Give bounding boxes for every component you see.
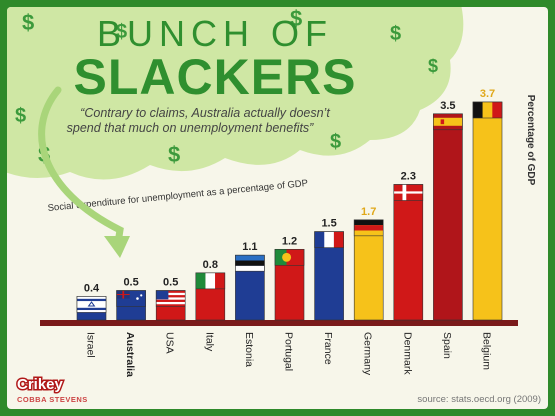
speech-cloud (7, 7, 464, 180)
germany-flag-icon (353, 219, 384, 237)
value-label: 0.8 (203, 259, 218, 271)
category-label: Portugal (283, 332, 295, 371)
pointer-arrow (38, 86, 124, 247)
dollar-sign: $ (15, 105, 26, 127)
denmark-flag-icon (393, 184, 424, 201)
bar-spain (433, 113, 463, 321)
value-label: 1.5 (321, 218, 336, 230)
bar-germany (353, 219, 384, 321)
category-label: Italy (203, 332, 215, 352)
value-label: 0.5 (123, 277, 138, 289)
quote-line-2: spend that much on unemployment benefits… (67, 121, 315, 135)
artist-credit: COBBA STEVENS (17, 395, 88, 404)
category-label: Belgium (481, 332, 493, 370)
bar-chart: 0.4 Israel 0.5 Australia 0.5 USA 0.8 Italy 1.1 Es… (40, 88, 518, 377)
value-label: 1.7 (361, 206, 376, 218)
value-label: 0.5 (163, 277, 178, 289)
value-label: 1.2 (282, 235, 297, 247)
dollar-sign: $ (290, 6, 302, 31)
value-label: 3.7 (480, 88, 495, 100)
belgium-flag-icon (472, 101, 503, 119)
dollar-sign: $ (390, 23, 401, 45)
category-label: Spain (441, 332, 453, 359)
dollar-sign: $ (168, 142, 180, 167)
category-label: France (322, 332, 334, 365)
category-label: Israel (85, 332, 97, 358)
source-credit: source: stats.oecd.org (2009) (417, 394, 541, 405)
australia-flag-icon (116, 290, 146, 307)
value-label: 2.3 (401, 170, 416, 182)
france-flag-icon (314, 231, 344, 248)
page-title: SLACKERS (73, 49, 356, 105)
dollar-sign: $ (428, 56, 438, 76)
y-axis-label: Percentage of GDP (525, 95, 536, 186)
category-label: USA (164, 332, 176, 354)
dollar-sign: $ (116, 21, 127, 43)
brand-logo: Crikey (17, 376, 64, 393)
arrow-head (104, 236, 130, 258)
portugal-flag-icon (274, 248, 305, 266)
bar-denmark (393, 184, 424, 321)
category-label: Germany (362, 332, 374, 376)
spain-flag-icon (433, 113, 463, 131)
quote-line-1: “Contrary to claims, Australia actually … (80, 106, 330, 120)
italy-flag-icon (195, 272, 226, 290)
value-label: 1.1 (242, 241, 257, 253)
israel-flag-icon (76, 296, 107, 313)
category-label: Denmark (401, 332, 413, 375)
dollar-sign: $ (330, 131, 341, 153)
value-label: 0.4 (84, 282, 100, 294)
title-top: BUNCH OF (97, 13, 333, 54)
x-axis (40, 320, 518, 326)
value-label: 3.5 (440, 100, 455, 112)
category-label: Australia (124, 332, 136, 377)
usa-flag-icon (155, 290, 186, 307)
estonia-flag-icon (235, 254, 265, 272)
category-label: Estonia (243, 332, 255, 367)
bar-belgium (472, 101, 503, 321)
dollar-sign: $ (22, 10, 34, 35)
